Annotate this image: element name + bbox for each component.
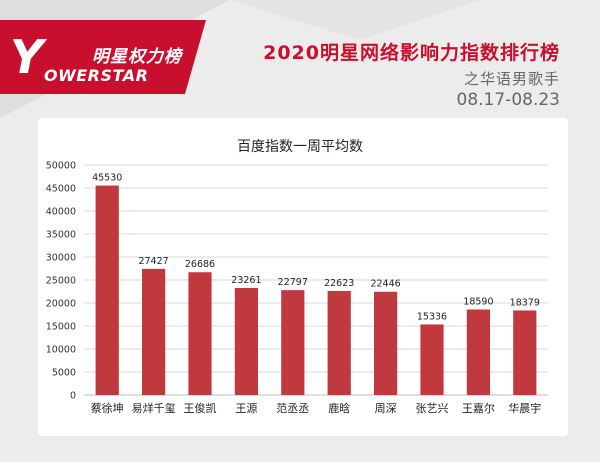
y-tick-label: 30000: [46, 253, 76, 264]
y-tick-label: 5000: [52, 368, 76, 379]
bar: [466, 309, 490, 395]
logo-chinese-text: 明星权力榜: [92, 47, 182, 67]
y-tick-label: 15000: [46, 322, 76, 333]
logo-banner: [0, 20, 206, 94]
data-label: 26686: [185, 259, 215, 270]
ranking-subtitle: 之华语男歌手: [463, 70, 560, 88]
ranking-title: 2020明星网络影响力指数排行榜: [263, 42, 560, 64]
x-tick-label: 范丞丞: [276, 401, 309, 415]
x-tick-label: 王源: [235, 401, 257, 415]
y-tick-label: 0: [70, 391, 76, 402]
bar: [142, 268, 166, 395]
y-tick-label: 20000: [46, 299, 76, 310]
chart-title: 百度指数一周平均数: [237, 139, 363, 155]
x-tick-label: 华晨宇: [508, 401, 541, 415]
y-tick-label: 25000: [46, 276, 76, 287]
y-tick-label: 50000: [46, 161, 76, 172]
data-label: 45530: [92, 173, 122, 184]
bar: [327, 290, 351, 395]
bar: [95, 185, 119, 395]
bar: [234, 287, 258, 395]
bar: [513, 310, 537, 395]
y-tick-label: 10000: [46, 345, 76, 356]
bar: [188, 272, 212, 395]
bar: [420, 324, 444, 395]
x-tick-label: 蔡徐坤: [91, 401, 124, 415]
x-tick-label: 张艺兴: [416, 402, 449, 415]
y-tick-label: 35000: [46, 230, 76, 241]
data-label: 22623: [324, 278, 354, 289]
logo-english-text: OWERSTAR: [44, 66, 149, 85]
x-tick-label: 王嘉尔: [462, 401, 495, 415]
y-tick-label: 40000: [46, 207, 76, 218]
data-label: 27427: [138, 256, 168, 267]
bar: [374, 291, 398, 395]
data-label: 22797: [278, 277, 308, 288]
data-label: 15336: [417, 311, 447, 322]
data-label: 23261: [231, 275, 261, 286]
bar: [281, 290, 305, 395]
x-tick-label: 鹿晗: [328, 401, 350, 415]
x-tick-label: 易烊千玺: [132, 401, 176, 415]
powerstar-logo: Y 明星权力榜 OWERSTAR: [0, 22, 210, 94]
data-label: 18590: [463, 296, 493, 307]
data-label: 18379: [510, 297, 540, 308]
date-range: 08.17-08.23: [456, 90, 560, 110]
x-tick-label: 王俊凯: [184, 401, 217, 415]
data-label: 22446: [370, 279, 400, 290]
y-tick-label: 45000: [46, 184, 76, 195]
x-tick-label: 周深: [375, 402, 397, 415]
logo-letter: Y: [10, 30, 44, 84]
